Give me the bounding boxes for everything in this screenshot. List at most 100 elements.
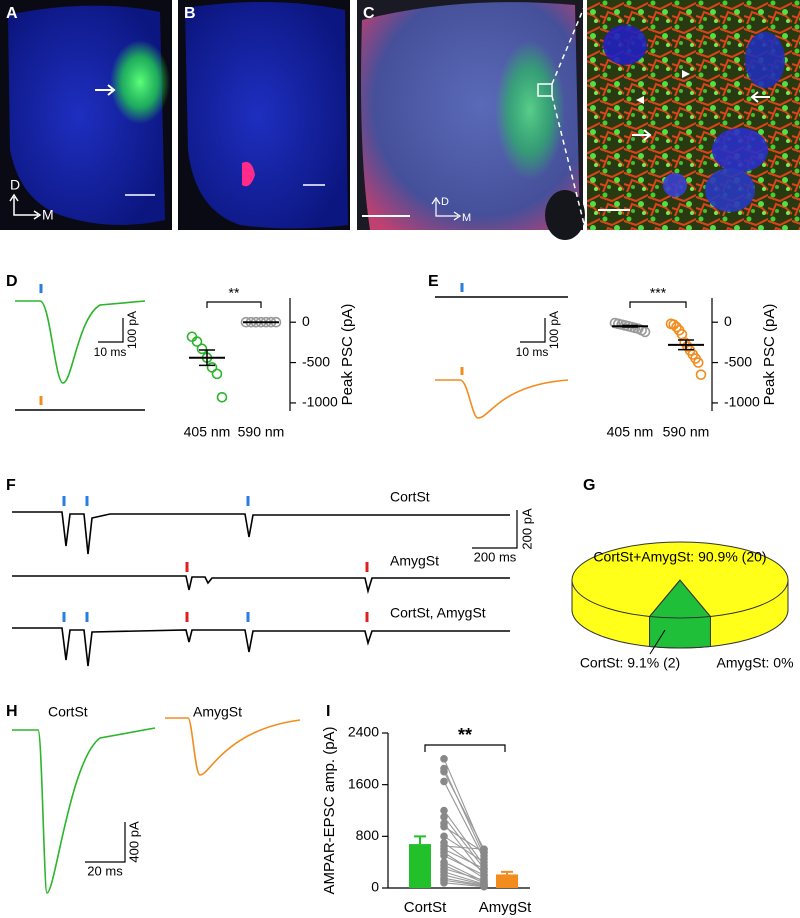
y-tick-label: 1600 [348,775,379,791]
error-bar [678,339,694,351]
data-point [211,368,223,380]
traces-e [435,283,569,419]
image-confocal [587,0,800,230]
scale-label: 100 pA [125,311,139,349]
significance-label: ** [458,725,472,745]
data-point [480,858,488,866]
data-point [668,319,680,330]
data-point [440,806,448,815]
pair-line [443,879,485,887]
traces-d [15,284,146,411]
y-tick-label: 800 [356,827,380,843]
x-tick-label: 405 nm [184,424,231,440]
image-a [0,0,172,230]
data-point [191,336,203,347]
data-point [216,391,228,403]
data-point [196,343,208,355]
panel-label: F [6,477,16,494]
y-axis-label: AMPAR-EPSC amp. (pA) [321,726,338,894]
y-axis-label: Peak PSC (pA) [339,304,356,406]
pie-label: CortSt+AmygSt: 90.9% (20) [593,549,766,565]
trace-label: CortSt [390,489,430,505]
data-point [440,832,448,841]
pair-line [443,874,485,886]
bar [409,844,431,888]
error-bar [199,349,215,367]
data-point [440,822,448,831]
x-tick-label: 590 nm [238,424,285,440]
y-axis-label: Peak PSC (pA) [761,304,778,406]
pair-line [443,868,485,881]
error-bar [501,870,513,875]
traces-f [12,496,518,667]
pie-slice [571,541,789,617]
pair-line [443,810,485,866]
significance-bracket [206,301,262,308]
pair-line [443,871,485,885]
data-point [440,851,448,860]
x-tick-label: AmygSt [479,899,532,916]
scale-label: 200 pA [519,508,534,550]
data-point [440,755,448,763]
traces-h [12,717,301,894]
trace-label: CortSt, AmygSt [390,605,486,621]
trace-label: CortSt [48,704,88,720]
scale-label: 10 ms [516,345,549,359]
pie-leader [649,629,666,655]
significance-label: *** [650,285,667,301]
pair-line [443,855,485,876]
data-point [480,864,488,873]
bar [496,874,518,888]
y-tick-label: 0 [724,313,732,329]
data-point [440,777,448,786]
y-tick-label: -1000 [724,394,760,410]
figure-text: A B C D E F G H I D M D M 10 ms 100 pA 1… [6,5,595,878]
pair-line [443,835,485,863]
trace-label: AmygSt [390,553,439,569]
data-point [692,357,704,368]
data-point [671,321,682,333]
panel-label: E [428,273,439,290]
data-point [440,879,448,887]
x-tick-label: 590 nm [663,424,710,440]
scale-label: 20 ms [87,863,123,878]
trace-label: AmygSt [193,704,242,720]
pie-slice-side [649,615,711,649]
x-tick-label: 405 nm [607,424,654,440]
data-point [639,326,651,338]
y-tick-label: -1000 [302,394,338,410]
scale-label: 200 ms [474,549,517,564]
scale-label: 400 pA [126,821,141,863]
orientation-label: D [10,177,20,193]
data-point [206,362,218,373]
significance-bracket [629,301,687,308]
panel-label: B [184,5,196,22]
pair-line [443,845,485,850]
orientation-label: M [42,207,54,223]
panel-label: D [6,273,18,290]
data-point [440,813,448,821]
pair-line [443,842,485,873]
pie-label: CortSt: 9.1% (2) [580,655,680,671]
panel-label: H [6,703,18,720]
data-point [695,369,707,380]
data-point [480,845,488,854]
y-tick-label: 0 [302,313,310,329]
scale-label: 10 ms [94,345,127,359]
data-point [480,882,488,891]
y-tick-label: -500 [302,353,330,369]
error-bar [414,835,426,845]
significance-label: ** [229,285,240,301]
pair-line [443,848,485,870]
data-point [440,764,448,773]
pie-label: AmygSt: 0% [716,655,793,671]
y-tick-label: 0 [371,879,379,895]
pair-line [443,877,485,886]
panel-label: G [583,477,595,494]
orientation-label: M [462,212,471,224]
pair-line [443,816,485,869]
pair-line [443,771,485,850]
panel-label: I [326,703,330,720]
y-tick-label: 2400 [348,724,379,740]
scale-label: 100 pA [547,311,561,349]
